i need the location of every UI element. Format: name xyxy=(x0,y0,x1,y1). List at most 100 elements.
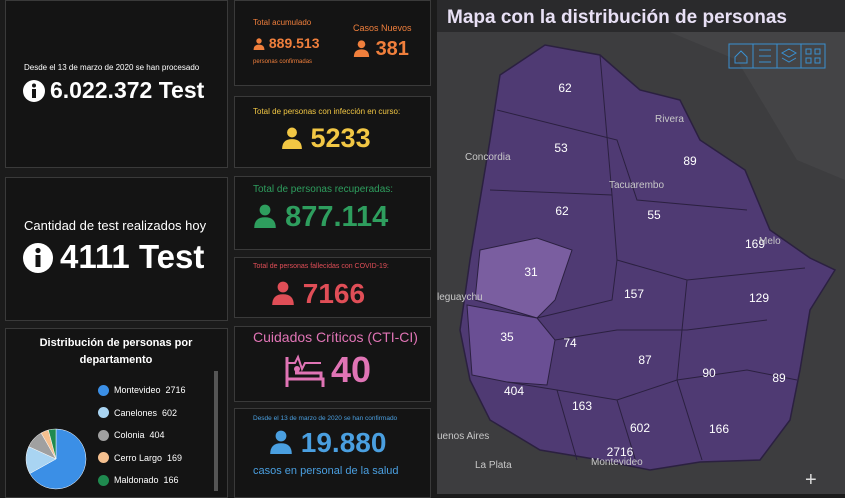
legend-swatch xyxy=(98,429,109,441)
region-label: 2716 xyxy=(607,445,634,459)
icon xyxy=(353,38,370,60)
note: personas confirmadas xyxy=(253,59,313,65)
label: Total de personas con infección en curso… xyxy=(253,107,401,116)
place-label: La Plata xyxy=(475,460,512,471)
note: casos en personal de la salud xyxy=(253,465,399,477)
value-text: 877.114 xyxy=(285,201,389,233)
place-label: uenos Aires xyxy=(437,431,489,442)
region-label: 89 xyxy=(772,371,786,385)
value: 877.114 xyxy=(253,201,388,234)
region-label: 89 xyxy=(683,154,697,168)
legend-item: Colonia 404 xyxy=(98,424,186,447)
tests-total-panel: Desde el 13 de marzo de 2020 se han proc… xyxy=(5,0,228,168)
country xyxy=(459,44,837,471)
place-label: Tacuarembo xyxy=(609,180,664,191)
legend-item: Canelones 602 xyxy=(98,402,186,425)
value-text: 381 xyxy=(375,38,409,60)
value: 381 xyxy=(353,38,409,61)
legend-item: Montevideo 2716 xyxy=(98,379,186,402)
region-label: 53 xyxy=(554,141,568,155)
region-label: 602 xyxy=(630,421,650,435)
value-text: 889.513 xyxy=(268,35,320,51)
value: 5233 xyxy=(281,123,371,154)
borders xyxy=(489,54,806,466)
label: Desde el 13 de marzo de 2020 se han conf… xyxy=(253,415,398,422)
legend-value: 602 xyxy=(162,407,178,418)
icon xyxy=(271,278,295,309)
deceased-panel: Total de personas fallecidas con COVID-1… xyxy=(234,257,431,318)
person-icon xyxy=(253,38,265,50)
value-text: 5233 xyxy=(310,123,371,153)
region-label: 62 xyxy=(555,204,569,218)
icon xyxy=(253,35,265,51)
accumulated-panel: Total acumulado 889.513 personas confirm… xyxy=(234,0,431,86)
caption: Cantidad de test realizados hoy xyxy=(24,218,207,233)
person-icon xyxy=(270,430,292,454)
legend-item: Maldonado 166 xyxy=(98,469,186,492)
value: 4111 Test xyxy=(60,238,205,275)
legend-name: Canelones xyxy=(114,407,158,418)
legend-name: Cerro Largo xyxy=(114,452,163,463)
info-icon xyxy=(23,243,53,273)
bed-icon xyxy=(285,354,325,387)
region-label: 31 xyxy=(524,265,538,279)
place-label: leguaychu xyxy=(437,292,483,303)
icon-head xyxy=(275,430,287,442)
value: 7166 xyxy=(271,278,365,310)
region-label: 157 xyxy=(624,287,644,301)
person-icon xyxy=(282,127,302,149)
region-label: 62 xyxy=(558,81,572,95)
person-icon xyxy=(272,281,294,305)
pie-slice xyxy=(29,428,87,490)
value: 889.513 xyxy=(253,35,320,51)
legend-item: Cerro Largo 169 xyxy=(98,447,186,470)
land xyxy=(617,10,845,180)
region-label: 90 xyxy=(702,366,716,380)
icon-head xyxy=(259,204,271,216)
region-label: 74 xyxy=(563,336,577,350)
icon xyxy=(269,427,293,458)
recovered-panel: Total de personas recuperadas: 877.114 xyxy=(234,176,431,250)
label: Total de personas fallecidas con COVID-1… xyxy=(253,263,389,270)
place-label: Rivera xyxy=(655,114,684,125)
person-icon xyxy=(254,204,276,228)
legend-name: Montevideo xyxy=(114,385,161,396)
health-staff-panel: Desde el 13 de marzo de 2020 se han conf… xyxy=(234,408,431,498)
map-title: Mapa con la distribución de personas xyxy=(447,7,787,28)
legend-value: 404 xyxy=(149,430,165,441)
region-label: 404 xyxy=(504,384,524,398)
legend-swatch xyxy=(98,452,109,464)
value: 19.880 xyxy=(269,427,386,459)
icon-body xyxy=(254,217,276,228)
region-label: 35 xyxy=(500,330,514,344)
qr-button[interactable] xyxy=(800,43,826,69)
legend: Montevideo 2716 Canelones 602 Colonia 404 Cerr… xyxy=(98,379,186,492)
place-label: Melo xyxy=(759,236,781,247)
icon xyxy=(281,123,303,153)
icon-head xyxy=(277,281,289,293)
zoom-button[interactable]: + xyxy=(805,469,817,491)
region-label: 87 xyxy=(638,353,652,367)
region-label: 166 xyxy=(709,422,729,436)
pie-slice xyxy=(48,428,57,460)
icon xyxy=(253,201,277,233)
region-label: 169 xyxy=(745,237,765,251)
legend-value: 166 xyxy=(163,475,179,486)
legend-swatch xyxy=(98,474,109,486)
scrollbar[interactable] xyxy=(214,371,218,491)
legend-swatch xyxy=(98,407,109,419)
value-text: 7166 xyxy=(302,278,366,309)
region-label: 129 xyxy=(749,291,769,305)
label: Total de personas recuperadas: xyxy=(253,184,394,195)
legend-name: Colonia xyxy=(114,430,145,441)
place-label: Concordia xyxy=(465,152,511,163)
icon-body xyxy=(353,49,370,57)
label: Total acumulado xyxy=(253,18,312,27)
pie-chart xyxy=(25,428,87,490)
icon-body xyxy=(282,139,302,149)
place-label: Montevideo xyxy=(591,457,643,468)
icon-body xyxy=(270,443,292,454)
title: Distribución de personas por departament… xyxy=(39,337,193,366)
